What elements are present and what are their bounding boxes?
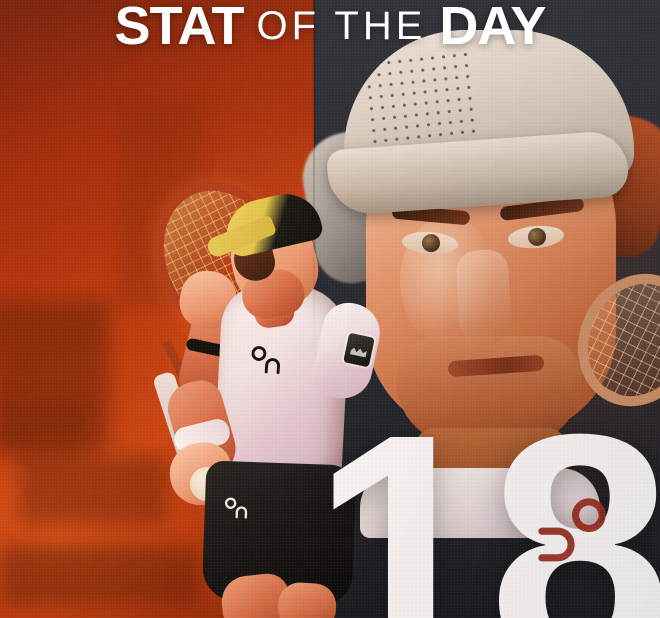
headline-day: DAY (439, 0, 546, 56)
player-portrait (295, 30, 660, 538)
background-blur-shape (18, 455, 168, 525)
nose (455, 248, 513, 348)
background-blur-shape (0, 400, 90, 460)
shirt-collar (360, 468, 600, 538)
headline-of-the: OF THE (256, 4, 427, 48)
on-logo-shorts-icon (224, 497, 248, 519)
headline-stat: STAT (114, 0, 245, 56)
jaw (396, 336, 582, 446)
panel-divider (313, 0, 315, 360)
on-logo-icon (538, 498, 606, 562)
background-blur-shape (0, 545, 200, 605)
headline: STAT OF THE DAY (0, 0, 660, 56)
player-action-shot (129, 158, 410, 618)
iris (421, 233, 441, 253)
stat-number: 18 (310, 365, 660, 618)
background-blur-shape (0, 300, 110, 450)
iris (527, 227, 547, 247)
on-logo-chest-icon (251, 346, 280, 375)
